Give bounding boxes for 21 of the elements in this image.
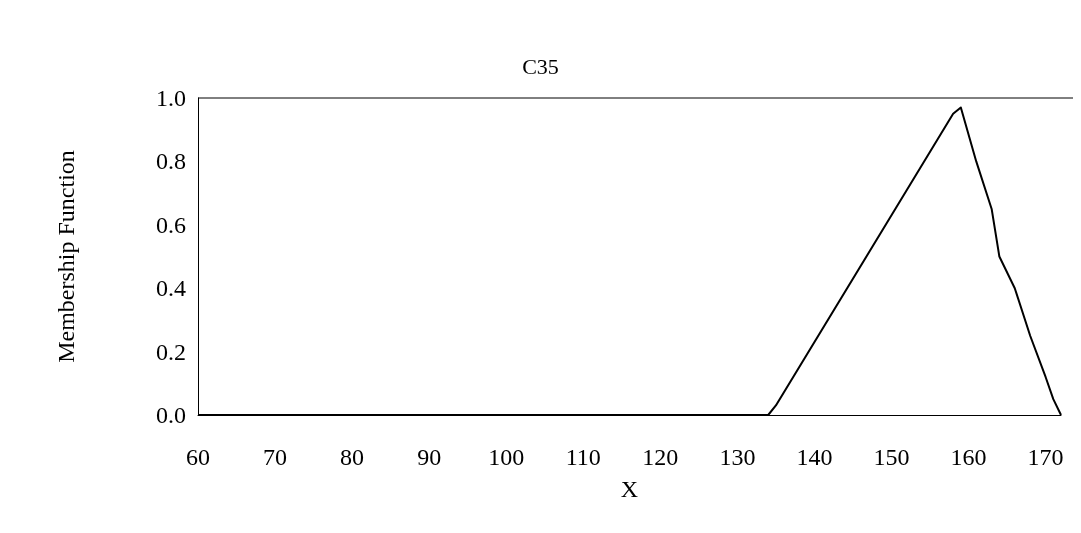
chart-title: C35 <box>522 53 559 79</box>
x-tick-label: 130 <box>719 444 756 470</box>
y-tick-label: 0.0 <box>156 402 186 428</box>
x-axis-title: X <box>620 476 639 502</box>
x-tick-label: 120 <box>642 444 679 470</box>
y-tick-label: 0.2 <box>156 338 186 365</box>
x-tick-label: 80 <box>340 444 365 470</box>
y-tick-label: 1.0 <box>156 85 186 111</box>
x-tick-label: 150 <box>873 444 910 470</box>
x-tick-label: 90 <box>417 444 442 470</box>
y-tick-label: 0.6 <box>156 211 186 238</box>
x-tick-label: 170 <box>1027 444 1064 470</box>
x-tick-label: 100 <box>488 444 525 470</box>
x-tick-label: 60 <box>186 444 210 470</box>
x-tick-label: 160 <box>950 444 987 470</box>
y-axis-title: Membership Function <box>53 150 79 363</box>
x-tick-label: 140 <box>796 444 833 470</box>
x-tick-label: 70 <box>263 444 288 470</box>
y-tick-label: 0.4 <box>156 275 186 302</box>
y-tick-label: 0.8 <box>156 148 186 175</box>
x-tick-label: 110 <box>565 444 601 470</box>
